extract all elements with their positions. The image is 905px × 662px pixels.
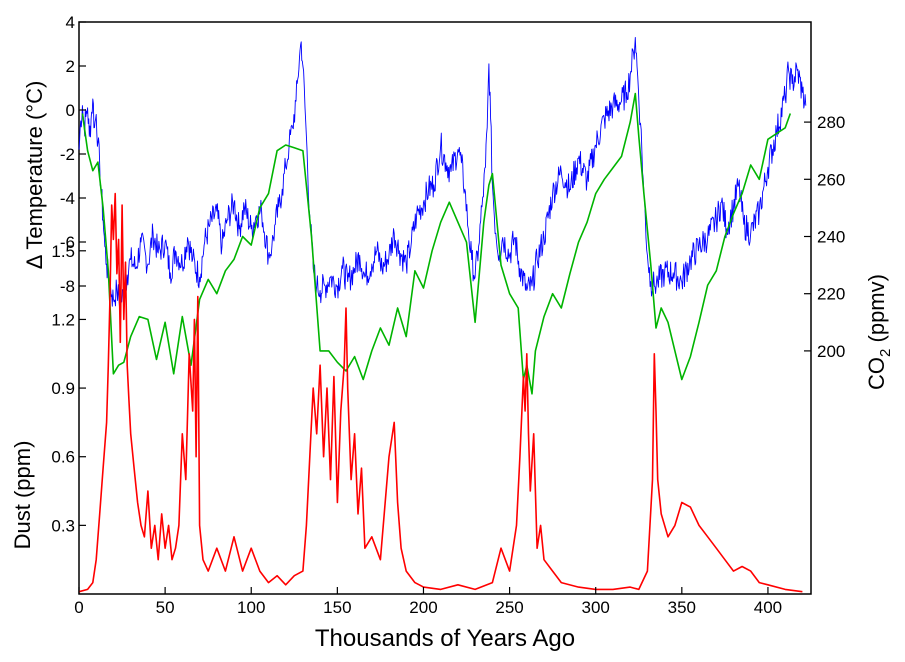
temperature-axis-label: Δ Temperature (°C): [22, 81, 47, 270]
x-tick-label: 350: [668, 598, 696, 617]
x-tick-label: 50: [156, 598, 175, 617]
co2-tick-label: 240: [817, 228, 845, 247]
x-axis-label: Thousands of Years Ago: [315, 625, 575, 652]
dust-series-line: [78, 192, 803, 593]
temperature-tick-label: -8: [60, 277, 75, 296]
temperature-tick-label: 2: [66, 57, 75, 76]
co2-tick-label: 260: [817, 170, 845, 189]
co2-series-line: [81, 92, 792, 395]
temperature-tick-label: -2: [60, 145, 75, 164]
ticks-layer: 0 50 100 150 200 250 300 350 400 4 2 0 -2 -4 -6 -8 280 26…: [51, 13, 845, 617]
dust-tick-label: 1.2: [51, 310, 75, 329]
temperature-tick-label: 0: [66, 101, 75, 120]
x-tick-label: 100: [237, 598, 265, 617]
dust-tick-label: 0.3: [51, 516, 75, 535]
x-tick-label: 300: [582, 598, 610, 617]
x-tick-label: 150: [323, 598, 351, 617]
co2-label-prefix: CO: [864, 357, 889, 390]
x-tick-label: 250: [495, 598, 523, 617]
temperature-series-line: [78, 36, 807, 309]
co2-tick-label: 220: [817, 285, 845, 304]
plot-frame: [78, 21, 812, 595]
dust-tick-label: 0.6: [51, 448, 75, 467]
dust-axis-label: Dust (ppm): [10, 441, 35, 550]
temperature-tick-label: -6: [60, 233, 75, 252]
x-tick-label: 400: [754, 598, 782, 617]
x-tick-label: 0: [74, 598, 83, 617]
co2-axis-label: CO2 (ppmv): [864, 274, 894, 390]
temperature-tick-label: -4: [60, 189, 75, 208]
co2-label-suffix: (ppmv): [864, 274, 889, 349]
dust-tick-label: 1.5: [51, 242, 75, 261]
series-layer: [78, 36, 807, 593]
dust-tick-label: 0.9: [51, 379, 75, 398]
x-tick-label: 200: [409, 598, 437, 617]
co2-tick-label: 200: [817, 342, 845, 361]
co2-label-sub: 2: [877, 349, 894, 357]
temperature-tick-label: 4: [66, 13, 75, 32]
co2-tick-label: 280: [817, 113, 845, 132]
